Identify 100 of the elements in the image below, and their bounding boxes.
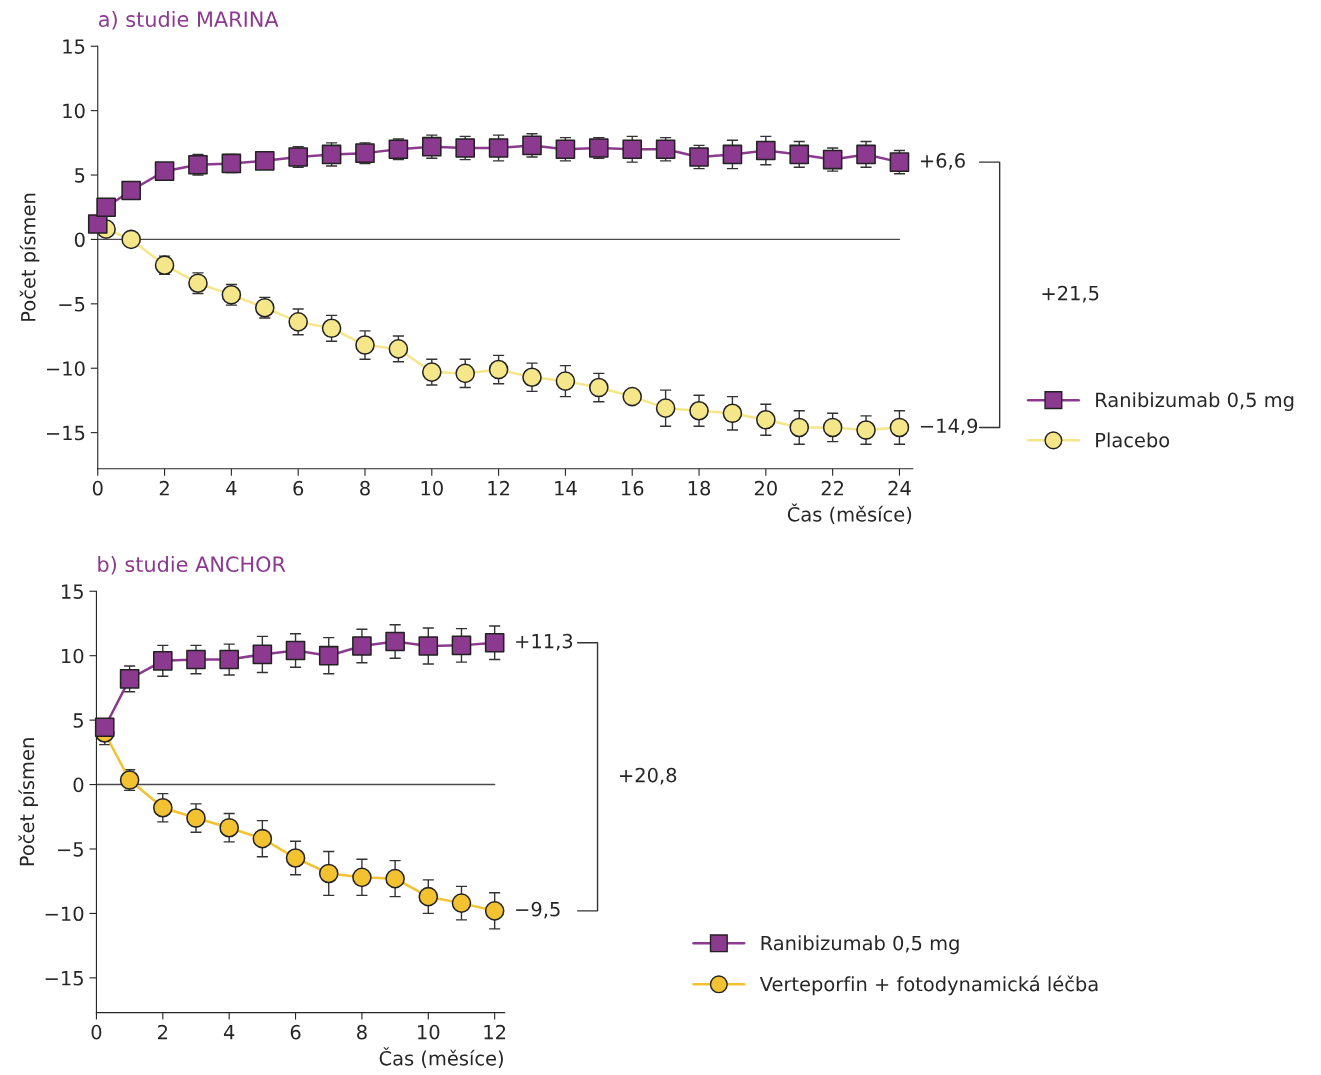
point — [221, 284, 242, 305]
point — [186, 649, 206, 670]
y-tick-label: 15 — [62, 584, 83, 599]
x-tick-label: 6 — [290, 1024, 301, 1040]
text: +6,6 — [920, 153, 965, 170]
point — [484, 632, 505, 653]
point — [488, 359, 509, 380]
x-tick-label: 22 — [821, 480, 844, 496]
point — [689, 400, 709, 421]
y-tick-label: −15 — [46, 425, 85, 441]
y-tick-label: 0 — [73, 777, 84, 793]
x-tick-label: 2 — [158, 1024, 168, 1040]
point — [186, 808, 206, 828]
point — [355, 335, 375, 355]
point — [119, 669, 140, 689]
legend-label: Placebo — [1096, 432, 1170, 448]
y-tick-label: 5 — [73, 713, 83, 728]
point — [484, 901, 505, 921]
point — [252, 828, 273, 849]
x-tick-label: 2 — [159, 480, 169, 496]
point — [385, 631, 405, 652]
point — [722, 144, 743, 165]
point — [822, 417, 843, 438]
y-tick-label: 10 — [62, 648, 84, 664]
point — [722, 403, 743, 424]
x-axis-title: Čas (měsíce) — [787, 503, 912, 524]
point — [622, 386, 643, 407]
y-tick-label: 15 — [63, 39, 85, 54]
point — [822, 149, 843, 170]
point — [756, 409, 776, 430]
x-tick-label: 8 — [360, 480, 370, 496]
y-tick-label: −5 — [58, 842, 83, 857]
point — [254, 151, 275, 171]
point — [252, 644, 273, 665]
point — [352, 867, 372, 888]
x-axis-title: Čas (měsíce) — [379, 1047, 503, 1068]
x-tick-label: 10 — [421, 480, 443, 496]
point — [385, 868, 405, 889]
x-tick-label: 24 — [888, 480, 911, 496]
point — [121, 180, 141, 201]
text: −9,5 — [516, 901, 560, 919]
text: +20,8 — [620, 767, 677, 785]
point — [588, 377, 609, 398]
point — [455, 363, 476, 384]
point — [418, 886, 439, 907]
y-tick-label: −10 — [45, 906, 84, 922]
point — [96, 197, 116, 218]
x-tick-label: 18 — [688, 480, 711, 496]
chart-title: b) studie ANCHOR — [98, 555, 286, 575]
legend-label: Ranibizumab 0,5 mg — [1096, 392, 1294, 411]
point — [285, 640, 306, 661]
point — [288, 312, 308, 332]
x-tick-label: 0 — [92, 480, 103, 496]
legend-label: Verteporfin + fotodynamická léčba — [759, 975, 1098, 996]
point — [451, 635, 472, 656]
x-tick-label: 10 — [418, 1024, 440, 1040]
y-tick-label: 0 — [74, 232, 85, 248]
y-tick-label: −5 — [59, 297, 85, 312]
point — [321, 318, 342, 339]
x-tick-label: 12 — [488, 480, 510, 496]
y-axis-title: Počet písmen — [19, 193, 40, 321]
x-tick-label: 6 — [293, 480, 304, 496]
point — [655, 398, 676, 418]
x-tick-label: 0 — [91, 1024, 102, 1040]
point — [756, 140, 776, 161]
point — [789, 417, 810, 438]
text: −14,9 — [920, 418, 978, 436]
point — [152, 797, 173, 818]
x-tick-label: 12 — [484, 1024, 506, 1040]
point — [522, 367, 542, 388]
x-tick-label: 8 — [357, 1024, 367, 1040]
x-tick-label: 16 — [621, 480, 644, 496]
point — [152, 651, 173, 671]
point — [94, 717, 115, 738]
chart-title: a) studie MARINA — [99, 10, 279, 30]
point — [318, 863, 339, 884]
point — [219, 817, 239, 838]
point — [555, 371, 576, 391]
y-axis-title: Počet písmen — [18, 738, 39, 866]
x-tick-label: 14 — [555, 481, 577, 496]
y-tick-label: 10 — [63, 103, 85, 119]
text: +21,5 — [1042, 285, 1099, 303]
point — [856, 420, 876, 440]
y-tick-label: 5 — [75, 168, 85, 183]
point — [87, 214, 108, 234]
point — [154, 161, 175, 181]
point — [285, 848, 306, 868]
legend-label: Ranibizumab 0,5 mg — [761, 935, 959, 955]
point — [318, 645, 339, 666]
point — [451, 893, 472, 913]
text: +11,3 — [516, 633, 573, 651]
point — [121, 229, 141, 250]
point — [219, 649, 239, 670]
x-tick-label: 4 — [226, 481, 237, 496]
x-tick-label: 4 — [223, 1025, 235, 1040]
point — [352, 636, 372, 656]
y-tick-label: −10 — [46, 361, 85, 376]
y-tick-label: −15 — [45, 971, 83, 986]
point — [418, 636, 439, 656]
point — [889, 417, 910, 438]
